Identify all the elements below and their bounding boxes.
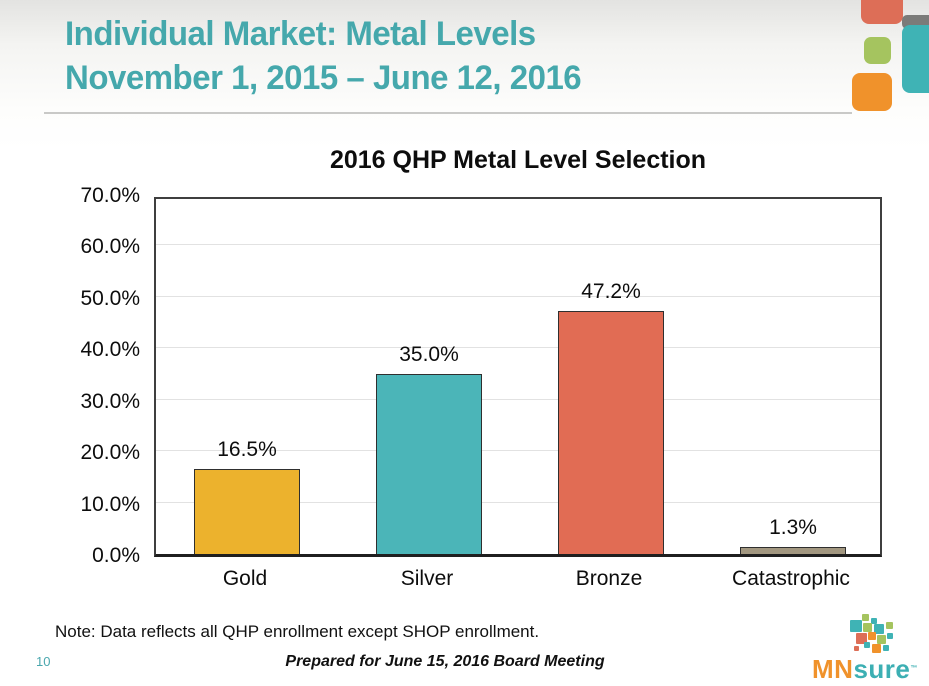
slide-title-line2: November 1, 2015 – June 12, 2016 — [65, 59, 582, 97]
note-text: Note: Data reflects all QHP enrollment e… — [55, 622, 540, 641]
gridline — [156, 295, 880, 297]
mosaic-square — [871, 618, 877, 624]
y-tick-label: 50.0% — [80, 286, 140, 310]
gridline — [156, 244, 880, 246]
bar-bronze — [558, 311, 664, 554]
bar-value-label-bronze: 47.2% — [581, 280, 641, 304]
page-number: 10 — [36, 654, 51, 669]
bar-value-label-silver: 35.0% — [399, 343, 459, 366]
title-divider — [44, 112, 852, 114]
gridline — [156, 501, 880, 503]
slide-title: Individual Market: Metal Levels November… — [65, 12, 582, 100]
bar-catastrophic — [740, 547, 846, 554]
mosaic-square — [850, 620, 862, 632]
y-tick-label: 30.0% — [80, 389, 140, 413]
slide-title-line1: Individual Market: Metal Levels — [65, 15, 536, 53]
logo-mn: MN — [812, 654, 854, 684]
mosaic-square — [877, 635, 886, 644]
corner-accent-orange — [852, 73, 892, 111]
mosaic-square — [854, 646, 859, 651]
y-tick-label: 20.0% — [80, 441, 140, 465]
bar-silver — [376, 374, 482, 554]
x-category-label-bronze: Bronze — [575, 567, 643, 590]
y-tick-label: 70.0% — [80, 184, 140, 207]
gridline — [156, 450, 880, 452]
mnsure-mosaic-icon — [850, 614, 900, 654]
x-category-label-catastrophic: Catastrophic — [732, 567, 850, 590]
gridline — [156, 347, 880, 349]
chart-title: 2016 QHP Metal Level Selection — [329, 146, 707, 174]
logo-trademark: ™ — [910, 665, 918, 672]
x-category-label-silver: Silver — [400, 567, 454, 590]
y-tick-label: 40.0% — [80, 338, 140, 362]
mosaic-square — [874, 624, 884, 634]
mosaic-square — [862, 614, 869, 621]
mosaic-square — [864, 642, 870, 648]
corner-accent-teal — [902, 25, 929, 93]
mosaic-square — [883, 645, 889, 651]
mosaic-square — [887, 633, 893, 639]
mosaic-square — [872, 644, 881, 653]
mnsure-logo-text: MNsure™ — [812, 656, 918, 682]
bar-gold — [194, 469, 300, 554]
bar-value-label-catastrophic: 1.3% — [769, 516, 817, 540]
footer-text: Prepared for June 15, 2016 Board Meeting — [285, 653, 605, 670]
y-tick-label: 60.0% — [80, 235, 140, 259]
plot-area: 16.5% 35.0% 47.2% 1.3% — [154, 197, 882, 557]
y-tick-label: 0.0% — [92, 544, 140, 567]
logo-sure: sure — [853, 654, 911, 684]
gridline — [156, 398, 880, 400]
y-tick-label: 10.0% — [80, 492, 140, 516]
corner-accent-green — [864, 37, 891, 64]
mosaic-square — [868, 632, 876, 640]
mnsure-logo: MNsure™ — [812, 614, 927, 682]
mosaic-square — [886, 622, 893, 629]
bar-value-label-gold: 16.5% — [217, 438, 277, 462]
corner-accent-salmon — [861, 0, 903, 24]
x-category-label-gold: Gold — [222, 567, 268, 590]
mosaic-square — [863, 623, 872, 632]
mosaic-square — [856, 633, 867, 644]
